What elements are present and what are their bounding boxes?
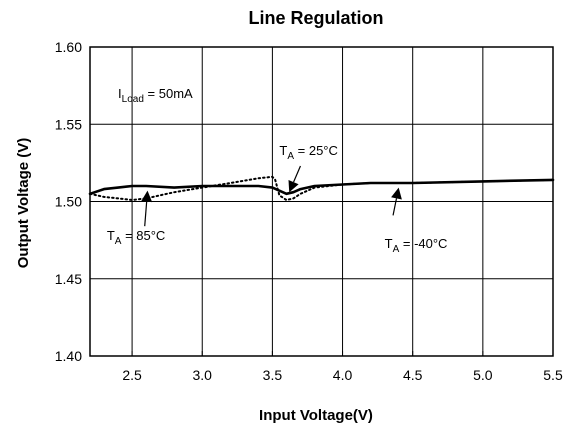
tick-labels: 2.5 3.0 3.5 4.0 4.5 5.0 5.5 1.40 1.45 1.50 1.55 1.6…: [55, 39, 563, 383]
x-tick-label: 5.5: [543, 367, 563, 383]
y-axis-label: Output Voltage (V): [15, 138, 32, 269]
x-tick-label: 5.0: [473, 367, 493, 383]
x-tick-label: 2.5: [122, 367, 142, 383]
annotation-arrow-line: [293, 165, 302, 183]
temperature-label: TA = -40°C: [385, 236, 448, 255]
annotation-arrow-head: [141, 190, 153, 203]
annotation-arrow-line: [392, 198, 398, 216]
x-tick-label: 3.5: [263, 367, 283, 383]
temperature-label: TA = 25°C: [279, 143, 338, 162]
annotations: ILoad = 50mA TA = 25°C TA = 85°C TA = -40°C: [107, 86, 448, 255]
y-tick-label: 1.55: [55, 116, 82, 132]
temperature-label: TA = 85°C: [107, 228, 166, 247]
series-line-dotted: [89, 175, 554, 201]
plot-frame: [89, 46, 554, 357]
y-tick-label: 1.50: [55, 194, 82, 210]
series-lines: [88, 175, 555, 201]
x-tick-label: 4.5: [403, 367, 423, 383]
chart-title: Line Regulation: [249, 8, 384, 28]
y-tick-label: 1.40: [55, 348, 82, 364]
y-tick-label: 1.45: [55, 271, 82, 287]
x-axis-label: Input Voltage(V): [259, 407, 373, 424]
load-condition-label: ILoad = 50mA: [118, 86, 193, 105]
annotation-arrow-head: [391, 187, 402, 200]
x-tick-label: 3.0: [193, 367, 213, 383]
x-tick-label: 4.0: [333, 367, 353, 383]
annotation-arrow-head: [288, 179, 299, 193]
annotation-arrow-line: [144, 201, 148, 227]
y-tick-label: 1.60: [55, 39, 82, 55]
